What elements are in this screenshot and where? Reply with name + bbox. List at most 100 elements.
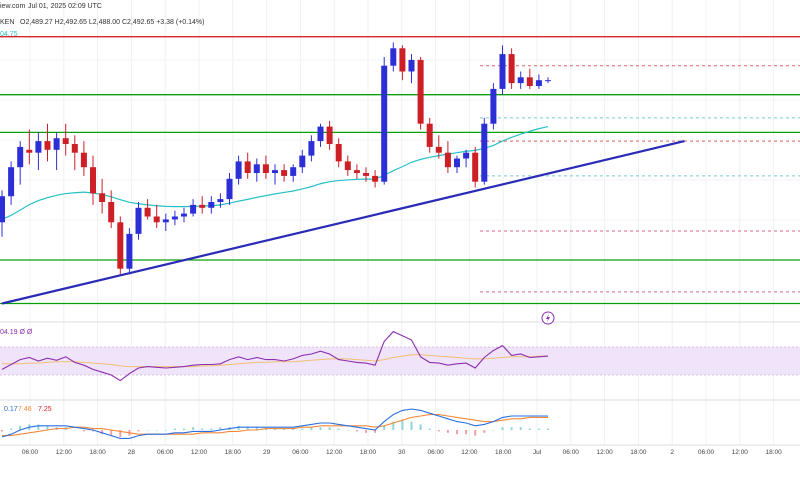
candle-body xyxy=(226,178,233,200)
macd-histogram-bar xyxy=(510,427,513,430)
trend-line xyxy=(1,140,685,305)
x-tick-label: 06:00 xyxy=(698,449,715,456)
macd-pane xyxy=(1,408,549,439)
macd-histogram-bar xyxy=(1,430,3,432)
rsi-band xyxy=(0,347,800,375)
candle-body xyxy=(353,170,360,173)
macd-histogram-bar xyxy=(19,425,22,430)
macd-histogram-bar xyxy=(301,428,304,430)
x-tick-label: 06:00 xyxy=(22,449,39,456)
candle-body xyxy=(135,207,142,234)
x-tick-label: 18:00 xyxy=(765,449,782,456)
x-tick-label: 06:00 xyxy=(157,449,174,456)
macd-value-3: 7.25 xyxy=(38,406,52,413)
header-datetime: Jul 01, 2025 02:09 UTC xyxy=(28,3,102,10)
macd-histogram-bar xyxy=(119,430,122,437)
candle-body xyxy=(481,123,488,182)
candle-body xyxy=(472,152,479,182)
x-axis: 06:00 12:00 18:00 28 06:00 12:00 18:00 29 06:00 1… xyxy=(22,449,782,456)
macd-histogram-bar xyxy=(519,427,522,430)
x-tick-label: 12:00 xyxy=(56,449,73,456)
header-source: iew.com xyxy=(0,3,25,10)
macd-histogram-bar xyxy=(164,430,167,431)
rsi-pane xyxy=(0,330,800,382)
x-tick-label: 18:00 xyxy=(225,449,242,456)
header-ticker: KEN xyxy=(0,19,14,26)
candle-body xyxy=(90,167,96,194)
candle-body xyxy=(463,152,470,159)
candle-body xyxy=(171,216,178,220)
macd-histogram-bar xyxy=(82,430,85,432)
candle-body xyxy=(217,199,224,202)
candle-body xyxy=(435,146,442,153)
candle-body xyxy=(62,138,69,144)
candle-body xyxy=(426,123,433,147)
candle-body xyxy=(80,152,87,168)
rsi-ma-line xyxy=(2,354,548,368)
candle-body xyxy=(399,48,406,72)
macd-histogram-bar xyxy=(501,427,504,430)
x-tick-label: 12:00 xyxy=(461,449,478,456)
candle-body xyxy=(344,161,351,171)
candle-body xyxy=(44,141,51,150)
macd-histogram-bar xyxy=(192,427,195,430)
macd-histogram-bar xyxy=(283,428,286,430)
macd-histogram-bar xyxy=(37,424,40,430)
macd-histogram-bar xyxy=(401,420,404,430)
macd-histogram-bar xyxy=(73,430,76,431)
candle-body xyxy=(490,88,497,124)
candle-body xyxy=(408,59,415,72)
x-tick-label: 06:00 xyxy=(292,449,309,456)
candle-body xyxy=(144,207,151,217)
macd-histogram-bar xyxy=(383,425,386,430)
macd-histogram-bar xyxy=(374,430,377,433)
candle-body xyxy=(99,193,106,202)
candle-body xyxy=(308,141,315,156)
macd-histogram-bar xyxy=(274,428,276,430)
candle-body xyxy=(208,202,215,208)
macd-histogram-bar xyxy=(465,430,468,435)
macd-histogram-bar xyxy=(264,428,267,430)
candle-body xyxy=(181,213,187,217)
candle-body xyxy=(235,161,242,179)
candle-body xyxy=(126,233,133,269)
price-pane xyxy=(0,36,800,305)
candle-body xyxy=(0,196,5,223)
macd-histogram-bar xyxy=(201,428,204,430)
candle-body xyxy=(517,77,524,84)
candle-body xyxy=(545,80,551,82)
macd-histogram-bar xyxy=(492,430,495,431)
macd-histogram-bar xyxy=(255,427,258,430)
macd-histogram-bar xyxy=(319,427,322,430)
macd-histogram-bar xyxy=(392,421,395,430)
macd-line xyxy=(1,408,548,439)
candle-body xyxy=(253,164,260,173)
x-tick-label: 06:00 xyxy=(427,449,444,456)
x-tick-label: 18:00 xyxy=(630,449,647,456)
x-tick-label: 12:00 xyxy=(596,449,613,456)
lightning-icon[interactable] xyxy=(541,311,555,325)
x-tick-label: 29 xyxy=(263,449,271,456)
macd-histogram-bar xyxy=(528,428,531,430)
macd-histogram-bar xyxy=(10,428,13,430)
candle-body xyxy=(454,158,460,168)
x-tick-label: 30 xyxy=(398,449,406,456)
header-ohlc: O2,489.27 H2,492.65 L2,488.00 C2,492.65 … xyxy=(20,19,204,26)
x-tick-label: 12:00 xyxy=(191,449,208,456)
macd-histogram-bar xyxy=(419,424,422,430)
macd-histogram-bar xyxy=(365,430,367,433)
candle-body xyxy=(190,204,197,214)
candle-body xyxy=(71,144,78,153)
candle-body xyxy=(508,54,515,84)
macd-histogram-bar xyxy=(173,428,176,430)
macd-histogram-bar xyxy=(537,428,540,430)
macd-histogram-bar xyxy=(355,430,358,432)
macd-value-1: 0.17 xyxy=(4,406,18,413)
macd-histogram-bar xyxy=(446,430,449,433)
candle-body xyxy=(17,146,24,168)
x-tick-label: Jul xyxy=(533,449,542,456)
x-tick-label: 2 xyxy=(670,449,674,456)
macd-histogram-bar xyxy=(547,428,549,430)
rsi-line xyxy=(1,330,549,382)
